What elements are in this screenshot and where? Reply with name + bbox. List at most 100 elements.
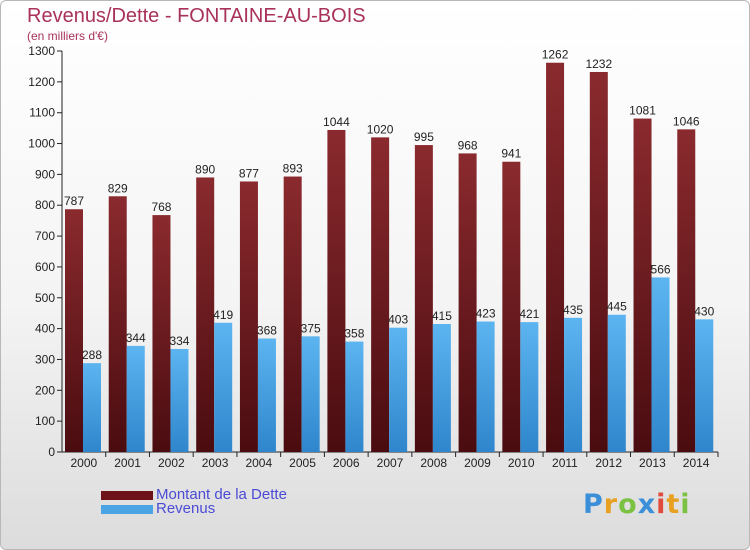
- data-label-debt: 1044: [323, 115, 350, 129]
- bar-debt: [546, 62, 565, 453]
- x-tick-label: 2005: [289, 456, 316, 470]
- logo-letter: P: [583, 489, 604, 520]
- chart-subtitle: (en milliers d'€): [27, 29, 108, 43]
- logo-letter: t: [666, 489, 681, 520]
- y-tick-label: 700: [35, 229, 55, 243]
- y-tick-label: 900: [35, 167, 55, 181]
- y-tick-label: 1000: [28, 137, 55, 151]
- data-label-revenus: 288: [82, 348, 102, 362]
- bar-debt: [65, 209, 83, 452]
- x-tick-label: 2003: [202, 456, 229, 470]
- x-tick-label: 2008: [420, 456, 447, 470]
- y-tick-label: 600: [35, 260, 55, 274]
- bar-revenus: [126, 345, 145, 452]
- proxiti-logo: Proxiti: [583, 489, 691, 520]
- legend-label-revenus: Revenus: [156, 500, 216, 517]
- legend-swatch-revenus: [101, 505, 153, 514]
- y-tick-label: 200: [35, 383, 55, 397]
- x-tick-label: 2009: [464, 456, 491, 470]
- bar-debt: [239, 181, 258, 452]
- bar-revenus: [476, 321, 495, 452]
- bar-debt: [633, 118, 652, 453]
- bar-revenus: [83, 363, 101, 452]
- data-label-debt: 768: [151, 200, 171, 214]
- data-label-debt: 877: [239, 166, 259, 180]
- y-tick-label: 100: [35, 414, 55, 428]
- data-label-debt: 1046: [673, 114, 700, 128]
- bar-debt: [371, 137, 390, 452]
- logo-letter: i: [656, 489, 667, 520]
- data-label-debt: 1232: [585, 57, 612, 71]
- data-label-revenus: 419: [213, 308, 233, 322]
- data-label-revenus: 435: [563, 303, 583, 317]
- data-label-debt: 968: [458, 138, 478, 152]
- bar-revenus: [651, 277, 670, 452]
- x-tick-label: 2002: [158, 456, 185, 470]
- bar-revenus: [389, 327, 408, 452]
- data-label-revenus: 430: [694, 304, 714, 318]
- x-tick-label: 2001: [114, 456, 141, 470]
- x-tick-label: 2013: [639, 456, 666, 470]
- bar-revenus: [301, 336, 320, 452]
- logo-letter: r: [603, 489, 619, 520]
- data-label-revenus: 423: [476, 307, 496, 321]
- bar-debt: [458, 153, 477, 452]
- bar-revenus: [695, 319, 714, 452]
- x-tick-label: 2014: [683, 456, 710, 470]
- data-label-debt: 995: [414, 130, 434, 144]
- x-tick-label: 2012: [595, 456, 622, 470]
- chart-title: Revenus/Dette - FONTAINE-AU-BOIS: [27, 5, 366, 27]
- data-label-revenus: 375: [301, 321, 321, 335]
- logo-letter: i: [680, 489, 691, 520]
- data-label-revenus: 358: [344, 327, 364, 341]
- bar-revenus: [607, 314, 626, 452]
- data-label-revenus: 415: [432, 309, 452, 323]
- legend-label-debt: Montant de la Dette: [156, 486, 287, 503]
- data-label-revenus: 445: [607, 300, 627, 314]
- y-tick-label: 1200: [28, 75, 55, 89]
- bar-debt: [152, 215, 171, 452]
- bar-debt: [108, 196, 127, 452]
- x-tick-label: 2004: [245, 456, 272, 470]
- data-label-debt: 1020: [367, 122, 394, 136]
- bar-debt: [589, 71, 608, 452]
- bar-revenus: [432, 323, 451, 452]
- logo-letter: x: [637, 489, 657, 520]
- y-tick-label: 500: [35, 291, 55, 305]
- bar-debt: [327, 129, 346, 452]
- data-label-revenus: 334: [169, 334, 189, 348]
- bar-debt: [283, 176, 302, 453]
- data-label-debt: 787: [64, 194, 84, 208]
- y-tick-label: 1300: [28, 44, 55, 58]
- bar-debt: [677, 129, 696, 452]
- bar-revenus: [170, 348, 189, 452]
- bar-debt: [196, 177, 215, 452]
- legend-swatch-debt: [101, 491, 153, 500]
- y-tick-label: 0: [48, 445, 55, 459]
- data-label-debt: 1081: [629, 104, 656, 118]
- data-label-debt: 890: [195, 162, 215, 176]
- bar-revenus: [257, 338, 276, 452]
- bar-debt: [414, 145, 433, 453]
- bar-revenus: [345, 341, 364, 452]
- logo-letter: o: [618, 489, 638, 520]
- data-label-revenus: 368: [257, 323, 277, 337]
- bar-debt: [502, 161, 521, 453]
- bar-revenus: [564, 317, 583, 452]
- bar-revenus: [520, 322, 539, 452]
- x-tick-label: 2000: [71, 456, 98, 470]
- y-tick-label: 400: [35, 322, 55, 336]
- y-tick-label: 800: [35, 198, 55, 212]
- y-tick-label: 1100: [29, 106, 55, 120]
- data-label-debt: 829: [108, 181, 128, 195]
- x-tick-label: 2010: [508, 456, 535, 470]
- data-label-revenus: 403: [388, 313, 408, 327]
- data-label-revenus: 344: [126, 331, 146, 345]
- data-label-revenus: 421: [519, 307, 539, 321]
- data-label-debt: 893: [283, 162, 303, 176]
- x-tick-label: 2007: [377, 456, 404, 470]
- y-tick-label: 300: [35, 352, 55, 366]
- bar-revenus: [214, 322, 233, 452]
